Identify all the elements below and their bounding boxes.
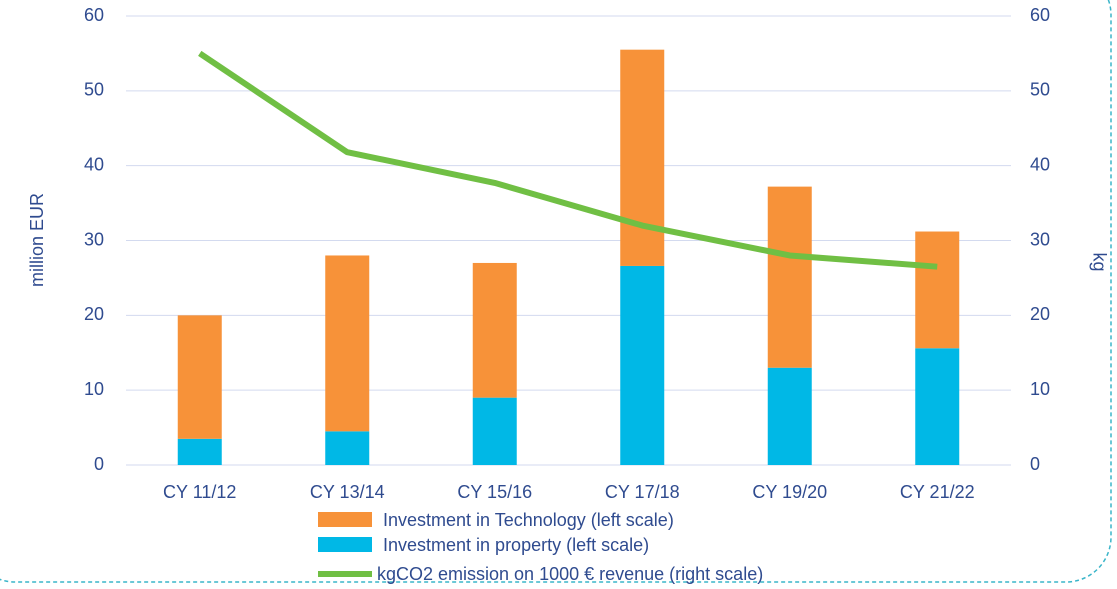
y-tick-label: 30 — [84, 229, 104, 249]
line — [198, 50, 938, 270]
bar — [915, 231, 960, 349]
y-tick-label: 40 — [84, 154, 104, 174]
bar — [915, 348, 960, 465]
legend-swatch — [318, 512, 372, 527]
y-tick-label: 10 — [84, 379, 104, 399]
x-tick-label: CY 11/12 — [163, 482, 236, 502]
x-tick-label: CY 17/18 — [605, 482, 680, 502]
legend-swatch — [318, 537, 372, 552]
y-tick-label: 60 — [84, 5, 104, 25]
x-tick-label: CY 19/20 — [752, 482, 827, 502]
bar — [767, 186, 812, 368]
bar — [325, 431, 370, 465]
x-tick-label: CY 13/14 — [310, 482, 385, 502]
x-tick-label: CY 15/16 — [457, 482, 532, 502]
y2-tick-label: 30 — [1030, 229, 1050, 249]
bar — [767, 367, 812, 465]
y2-tick-label: 0 — [1030, 454, 1040, 474]
y2-tick-label: 10 — [1030, 379, 1050, 399]
y-tick-label: 20 — [84, 304, 104, 324]
bar — [325, 255, 370, 432]
y-tick-label: 0 — [94, 454, 104, 474]
bar — [472, 262, 517, 398]
y2-tick-label: 50 — [1030, 80, 1050, 100]
y2-tick-label: 60 — [1030, 5, 1050, 25]
y2-tick-label: 40 — [1030, 154, 1050, 174]
y2-axis-label: kg — [1089, 252, 1109, 271]
x-tick-label: CY 21/22 — [900, 482, 975, 502]
y-tick-label: 50 — [84, 80, 104, 100]
legend-label: Investment in Technology (left scale) — [383, 510, 674, 530]
legend-label: Investment in property (left scale) — [383, 535, 649, 555]
bar — [177, 438, 222, 465]
bar — [472, 397, 517, 465]
legend-label: kgCO2 emission on 1000 € revenue (right … — [377, 564, 763, 584]
bar — [620, 49, 665, 266]
y2-tick-label: 20 — [1030, 304, 1050, 324]
bar — [620, 265, 665, 465]
bar — [177, 315, 222, 439]
y-axis-label: million EUR — [27, 193, 47, 287]
